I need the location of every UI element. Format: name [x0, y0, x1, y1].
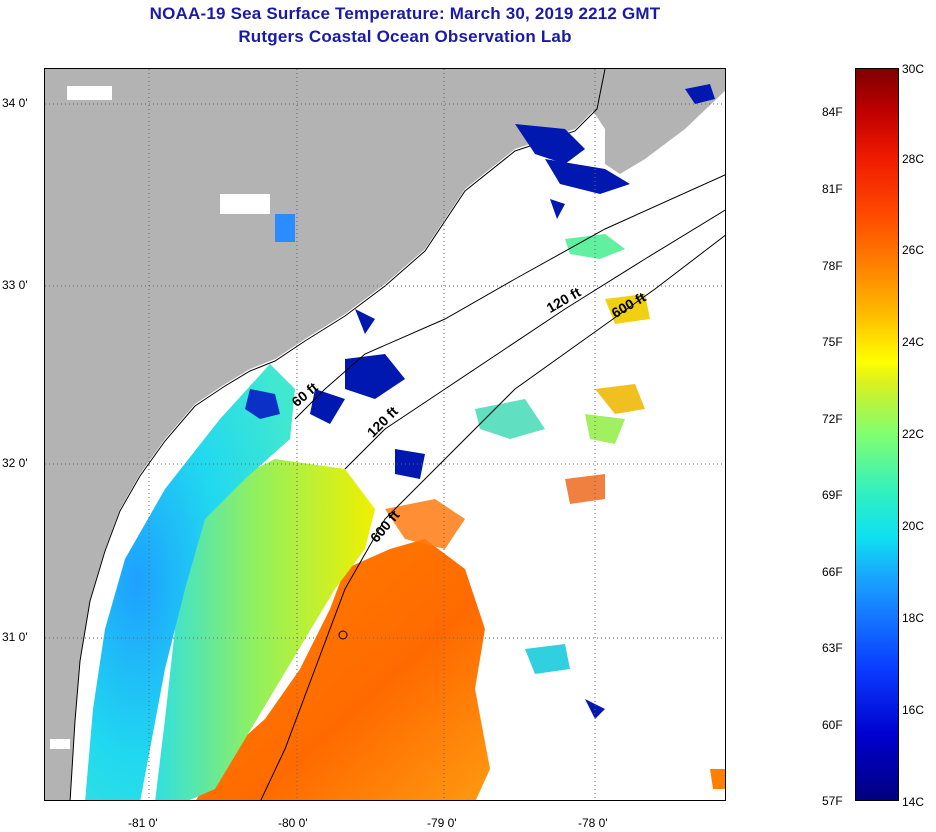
map-title: NOAA-19 Sea Surface Temperature: March 3… [149, 4, 661, 23]
lon-tick-label: -78 0' [578, 816, 608, 830]
colorbar-c-label: 20C [902, 519, 925, 533]
mid-shelf-water [155, 459, 375, 800]
colorbar-c-label: 28C [902, 152, 925, 166]
land-mass [45, 69, 725, 800]
temperature-colorbar [855, 68, 899, 801]
lon-tick-label: -80 0' [278, 816, 308, 830]
lon-tick-label: -79 0' [427, 816, 457, 830]
buoy-marker [338, 630, 348, 640]
colorbar-c-label: 24C [902, 335, 925, 349]
lat-tick-label: 34 0' [2, 96, 28, 110]
colorbar-f-label: 60F [822, 718, 843, 732]
sst-map: 60 ft 120 ft 120 ft 600 ft 600 ft [44, 68, 726, 801]
colorbar-f-label: 75F [822, 335, 843, 349]
cold-patches [310, 84, 715, 719]
contour-60ft [294, 174, 725, 420]
colorbar-f-label: 63F [822, 641, 843, 655]
colorbar-c-label: 18C [902, 611, 925, 625]
colorbar-f-label: 57F [822, 794, 843, 808]
lon-tick-label: -81 0' [128, 816, 158, 830]
colorbar-f-label: 84F [822, 105, 843, 119]
contour-120ft [344, 209, 725, 470]
graticule [45, 69, 725, 800]
cold-pocket [245, 389, 280, 419]
contour-600ft [260, 234, 725, 800]
colorbar-c-label: 14C [902, 795, 925, 809]
coastline [69, 69, 606, 800]
lat-tick-label: 33 0' [2, 278, 28, 292]
coastal-water [85, 364, 295, 800]
colorbar-f-label: 66F [822, 565, 843, 579]
gulf-stream-water [196, 539, 490, 800]
sst-map-canvas: 60 ft 120 ft 120 ft 600 ft 600 ft [45, 69, 725, 800]
map-subtitle: Rutgers Coastal Ocean Observation Lab [238, 27, 572, 46]
lat-tick-label: 32 0' [2, 456, 28, 470]
colorbar-c-label: 22C [902, 427, 925, 441]
lat-tick-label: 31 0' [2, 630, 28, 644]
colorbar-c-label: 26C [902, 243, 925, 257]
land-mass-east [565, 69, 725, 174]
colorbar-c-label: 30C [902, 62, 925, 76]
depth-contours [260, 174, 725, 800]
colorbar-c-label: 16C [902, 703, 925, 717]
warm-patch-east [385, 499, 465, 549]
colorbar-f-label: 72F [822, 412, 843, 426]
colorbar-f-label: 81F [822, 182, 843, 196]
colorbar-f-label: 78F [822, 259, 843, 273]
offshore-patches [475, 234, 725, 789]
colorbar-f-label: 69F [822, 488, 843, 502]
inland-specks [50, 86, 295, 749]
